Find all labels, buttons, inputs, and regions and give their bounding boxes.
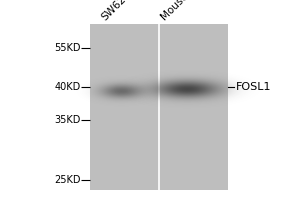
Text: 55KD: 55KD	[55, 43, 81, 53]
Text: FOSL1: FOSL1	[236, 82, 271, 92]
Text: 40KD: 40KD	[55, 82, 81, 92]
Text: Mouse liver: Mouse liver	[159, 0, 209, 22]
Text: 35KD: 35KD	[55, 115, 81, 125]
FancyBboxPatch shape	[90, 24, 228, 190]
Text: 25KD: 25KD	[55, 175, 81, 185]
Text: SW620: SW620	[99, 0, 132, 22]
